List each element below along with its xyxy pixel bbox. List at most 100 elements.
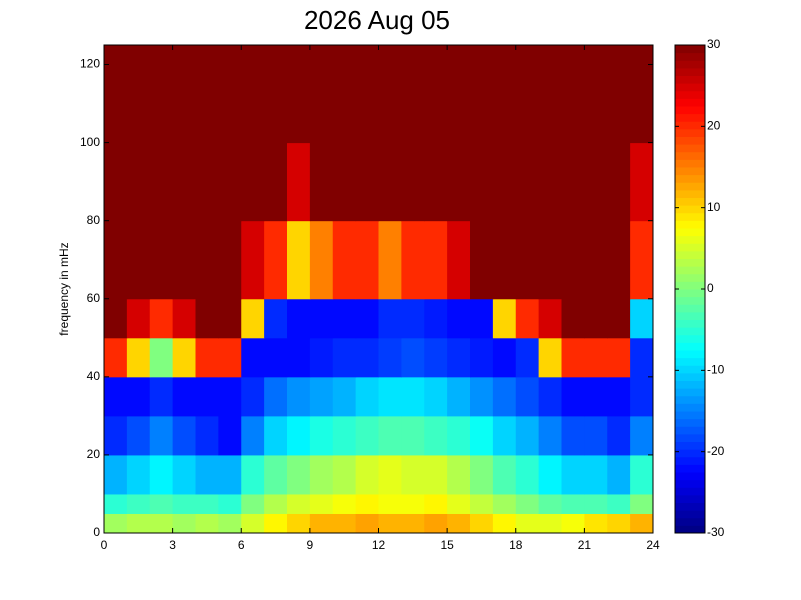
heatmap-cell xyxy=(264,415,288,456)
colorbar-swatch xyxy=(675,243,705,252)
heatmap-cell xyxy=(515,337,540,378)
heatmap-cell xyxy=(424,337,448,378)
colorbar-swatch xyxy=(675,281,705,290)
heatmap-cell xyxy=(287,376,311,417)
colorbar-swatch xyxy=(675,151,705,160)
heatmap-cell xyxy=(149,454,174,495)
heatmap-cell xyxy=(104,220,128,300)
heatmap-cell xyxy=(172,337,196,378)
heatmap-cell xyxy=(561,298,585,339)
x-tick-label: 18 xyxy=(509,538,523,552)
colorbar-swatch xyxy=(675,388,705,397)
heatmap-cell xyxy=(287,142,311,222)
heatmap-cell xyxy=(241,142,265,222)
colorbar-swatch xyxy=(675,144,705,153)
heatmap-cell xyxy=(515,376,540,417)
heatmap-cell xyxy=(470,298,494,339)
heatmap-cell xyxy=(630,415,654,456)
heatmap-cell xyxy=(195,337,219,378)
y-tick-label: 60 xyxy=(87,291,101,305)
x-tick-label: 12 xyxy=(372,538,386,552)
heatmap-cell xyxy=(401,220,425,300)
heatmap-cell xyxy=(561,493,585,514)
colorbar-swatch xyxy=(675,494,705,503)
heatmap-cell xyxy=(630,142,654,222)
heatmap-cell xyxy=(538,513,562,534)
heatmap-cell xyxy=(172,298,196,339)
heatmap-cell xyxy=(332,45,357,144)
heatmap-cell xyxy=(264,376,288,417)
heatmap-cell xyxy=(607,454,631,495)
colorbar-swatch xyxy=(675,250,705,259)
heatmap-cell xyxy=(287,45,311,144)
heatmap-cell xyxy=(195,220,219,300)
heatmap-cell xyxy=(515,513,540,534)
heatmap-cell xyxy=(287,298,311,339)
colorbar-tick-label: -10 xyxy=(707,363,725,377)
heatmap-cell xyxy=(241,220,265,300)
heatmap-cell xyxy=(492,493,517,514)
heatmap-cell xyxy=(470,376,494,417)
colorbar-swatch xyxy=(675,189,705,198)
x-tick-label: 15 xyxy=(440,538,454,552)
heatmap-cell xyxy=(287,513,311,534)
heatmap-cell xyxy=(104,493,128,514)
heatmap-cell xyxy=(584,142,608,222)
heatmap-cell xyxy=(492,337,517,378)
heatmap-cell xyxy=(630,337,654,378)
heatmap-cell xyxy=(447,220,471,300)
heatmap-cell xyxy=(218,45,242,144)
colorbar-swatch xyxy=(675,106,705,115)
heatmap-cell xyxy=(492,415,517,456)
colorbar-swatch xyxy=(675,174,705,183)
heatmap-cell xyxy=(218,454,242,495)
heatmap-cell xyxy=(447,454,471,495)
heatmap-cell xyxy=(538,337,562,378)
heatmap-cell xyxy=(447,337,471,378)
heatmap-cell xyxy=(172,376,196,417)
heatmap-cell xyxy=(104,298,128,339)
heatmap-cell xyxy=(401,513,425,534)
colorbar-swatch xyxy=(675,472,705,481)
heatmap-cell xyxy=(424,493,448,514)
heatmap-cell xyxy=(287,220,311,300)
heatmap-cell xyxy=(332,298,357,339)
heatmap-cell xyxy=(447,513,471,534)
colorbar-swatch xyxy=(675,403,705,412)
heatmap-cell xyxy=(241,298,265,339)
colorbar-swatch xyxy=(675,136,705,145)
heatmap-cell xyxy=(401,376,425,417)
heatmap-cell xyxy=(126,513,151,534)
colorbar-tick-label: -20 xyxy=(707,444,725,458)
heatmap-cell xyxy=(538,298,562,339)
x-tick-label: 3 xyxy=(169,538,176,552)
heatmap-cell xyxy=(104,142,128,222)
colorbar-swatch xyxy=(675,75,705,84)
heatmap-cell xyxy=(538,376,562,417)
heatmap-cell xyxy=(607,337,631,378)
colorbar-swatch xyxy=(675,296,705,305)
colorbar-tick-label: -30 xyxy=(707,525,725,539)
heatmap-cell xyxy=(355,220,379,300)
heatmap-cell xyxy=(126,298,151,339)
heatmap-cell xyxy=(218,415,242,456)
heatmap-cell xyxy=(378,45,402,144)
heatmap-cell xyxy=(584,493,608,514)
y-tick-label: 100 xyxy=(80,135,100,149)
heatmap-cell xyxy=(332,337,357,378)
heatmap-cell xyxy=(607,415,631,456)
heatmap-cell xyxy=(538,415,562,456)
heatmap-cell xyxy=(332,513,357,534)
heatmap-cell xyxy=(492,220,517,300)
colorbar-swatch xyxy=(675,83,705,92)
colorbar-swatch xyxy=(675,159,705,168)
heatmap-cell xyxy=(561,220,585,300)
heatmap-cell xyxy=(355,493,379,514)
heatmap-cell xyxy=(126,142,151,222)
chart-title: 2026 Aug 05 xyxy=(304,5,450,35)
heatmap-cell xyxy=(104,454,128,495)
heatmap-cell xyxy=(264,337,288,378)
colorbar-swatch xyxy=(675,342,705,351)
heatmap-cell xyxy=(195,142,219,222)
heatmap-cell xyxy=(126,493,151,514)
